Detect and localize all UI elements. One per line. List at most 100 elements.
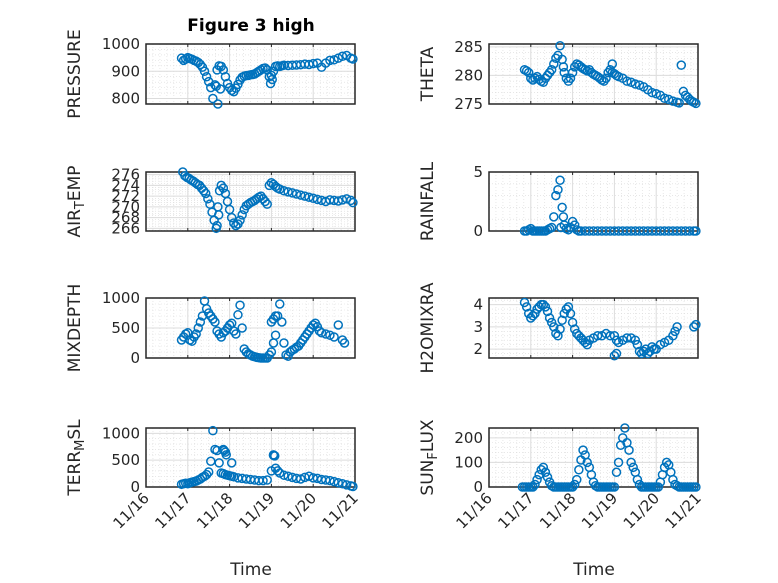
data-point (235, 215, 245, 226)
data-point (563, 302, 574, 312)
data-point (565, 308, 576, 319)
data-point (674, 98, 684, 108)
data-point (670, 326, 680, 337)
data-point (611, 467, 622, 477)
data-point (312, 194, 323, 205)
y-axis-label: THETA (418, 46, 438, 102)
data-point (676, 60, 687, 70)
subplot-pressure: 800 900 1000 PRESSURE (65, 29, 358, 119)
data-point (532, 474, 542, 485)
data-point (542, 306, 553, 317)
data-point (291, 189, 302, 199)
data-point (214, 458, 224, 468)
data-point (266, 347, 277, 357)
data-point (653, 482, 664, 492)
subplot-theta: 275 280 285 THETA (418, 38, 701, 113)
data-point (320, 329, 331, 339)
data-point (270, 311, 281, 321)
data-point (534, 469, 544, 480)
data-point (626, 77, 636, 88)
data-point (203, 467, 214, 477)
x-axis-label-right: Time (572, 560, 615, 580)
data-point (546, 222, 557, 233)
data-point (216, 180, 226, 191)
data-point (634, 80, 645, 90)
data-point (626, 457, 636, 468)
data-point (210, 317, 220, 327)
x-tick-label: 11/17 (494, 489, 537, 532)
axes-box (145, 427, 356, 488)
data-point (269, 451, 280, 461)
y-tick-label: 500 (111, 319, 140, 337)
data-point (530, 308, 540, 319)
x-tick-label: 11/19 (578, 489, 621, 532)
data-point (329, 332, 339, 342)
data-point (275, 184, 285, 194)
subplot-sun_flux: 0100200SUNFLUX11/1611/1711/1811/1911/201… (418, 419, 705, 532)
x-tick-label: 11/21 (662, 489, 705, 532)
y-tick-label: 274 (111, 176, 140, 194)
data-point (329, 55, 339, 65)
data-point (691, 482, 701, 492)
data-point (549, 212, 559, 222)
data-point (689, 322, 699, 332)
y-tick-label: 5 (473, 163, 483, 181)
data-point (611, 348, 622, 359)
data-point (333, 196, 344, 206)
data-point (264, 180, 275, 191)
data-point (622, 333, 632, 343)
y-tick-label: 285 (454, 38, 483, 56)
data-point (557, 315, 567, 325)
subplot-h2omixra: 2 3 4 H2OMIXRA (418, 282, 701, 374)
data-point (651, 88, 661, 99)
data-point (193, 323, 203, 333)
data-point (262, 199, 272, 209)
y-tick-label: 1000 (102, 35, 140, 53)
data-point (275, 299, 285, 309)
subplot-terr_msl: 05001000TERRMSL11/1611/1711/1811/1911/20… (65, 419, 362, 533)
data-point (233, 310, 243, 320)
data-point (231, 329, 241, 339)
data-point (300, 191, 310, 201)
data-point (546, 317, 557, 328)
data-point (519, 297, 530, 308)
y-tick-label: 0 (130, 349, 140, 367)
data-point (279, 186, 289, 196)
data-point (582, 457, 592, 468)
data-point (201, 71, 212, 82)
y-tick-label: 0 (130, 478, 140, 496)
data-point (528, 311, 538, 321)
data-point (348, 54, 358, 64)
x-tick-label: 11/21 (319, 489, 362, 532)
data-point (304, 471, 314, 482)
y-tick-label: 268 (111, 209, 140, 227)
x-tick-label: 11/19 (235, 489, 278, 532)
data-point (540, 467, 551, 477)
data-point (295, 190, 306, 200)
data-point (198, 186, 209, 196)
y-axis-label: TERRMSL (65, 419, 88, 497)
y-tick-label: 200 (454, 429, 483, 447)
data-point (661, 457, 672, 468)
data-point (528, 482, 538, 492)
data-point (283, 471, 293, 482)
data-point (569, 324, 580, 334)
data-point (325, 55, 335, 66)
data-point (613, 71, 624, 82)
data-point (201, 188, 211, 199)
data-point (567, 482, 578, 492)
x-tick-label: 11/20 (620, 489, 663, 532)
data-point (684, 226, 695, 236)
data-point (611, 335, 622, 345)
y-tick-label: 276 (111, 166, 140, 184)
y-tick-label: 275 (454, 95, 483, 113)
data-point (609, 482, 620, 492)
data-point (549, 322, 559, 332)
data-point (578, 445, 588, 455)
x-axis-label-left: Time (229, 560, 272, 580)
data-point (549, 59, 559, 69)
data-point (632, 474, 643, 485)
data-point (333, 477, 344, 488)
y-tick-label: 0 (473, 478, 483, 496)
data-point (634, 346, 645, 357)
